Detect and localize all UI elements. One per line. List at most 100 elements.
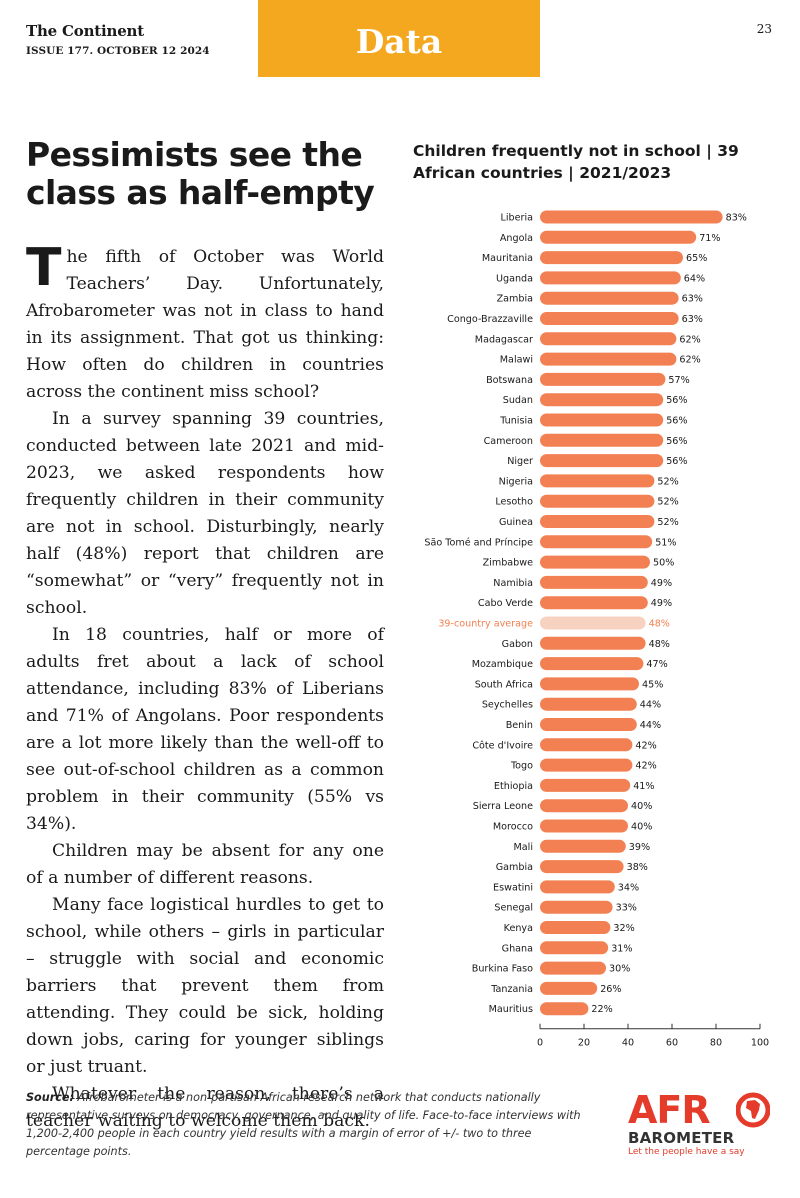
bar (540, 372, 666, 386)
average-bar (540, 616, 646, 630)
source-text: Afrobarometer is a non-partisan African … (26, 1091, 581, 1158)
category-label: Cameroon (484, 436, 533, 447)
data-label: 52% (657, 517, 678, 528)
category-label: Morocco (493, 822, 533, 833)
category-label: Uganda (496, 273, 533, 284)
data-label: 65% (686, 253, 707, 264)
bar (540, 657, 644, 671)
x-tick-label: 20 (578, 1038, 590, 1049)
masthead: The Continent ISSUE 177. OCTOBER 12 2024 (26, 22, 210, 57)
bar (540, 697, 637, 711)
chart-title: Children frequently not in school | 39 A… (413, 142, 739, 182)
bar (540, 718, 637, 731)
category-label: Benin (506, 720, 533, 731)
bar (540, 921, 611, 934)
bar (540, 393, 664, 407)
data-label: 52% (657, 497, 678, 508)
data-label: 40% (631, 801, 652, 812)
africa-map-icon (736, 1092, 770, 1128)
bar (540, 291, 679, 305)
data-label: 63% (682, 314, 703, 325)
category-label: Sudan (503, 395, 533, 406)
data-label: 26% (600, 984, 621, 995)
section-label: Data (355, 22, 443, 61)
data-label: 56% (666, 416, 687, 427)
source-label: Source: (26, 1091, 74, 1104)
bar (540, 515, 655, 528)
data-label: 63% (682, 294, 703, 305)
category-label: Namibia (493, 578, 533, 589)
data-label: 33% (616, 903, 637, 914)
category-label: 39-country average (438, 619, 533, 630)
bar (540, 535, 653, 549)
data-label: 39% (629, 842, 650, 853)
category-label: Madagascar (475, 334, 533, 345)
category-label: Togo (510, 761, 533, 772)
data-label: 56% (666, 456, 687, 467)
data-label: 56% (666, 436, 687, 447)
data-label: 32% (613, 923, 634, 934)
bar (540, 596, 648, 610)
category-label: Niger (507, 456, 533, 467)
category-label: Gabon (502, 639, 533, 650)
category-label: Burkina Faso (472, 964, 533, 975)
bar (540, 1002, 589, 1016)
page-number: 23 (756, 22, 772, 36)
logo-barometer-text: BAROMETER (628, 1129, 735, 1147)
bar (540, 210, 723, 224)
data-label: 44% (640, 720, 661, 731)
category-label: Nigeria (499, 476, 533, 487)
data-label: 51% (655, 537, 676, 548)
bar (540, 941, 609, 955)
data-label: 41% (633, 781, 654, 792)
category-label: Lesotho (495, 497, 533, 508)
category-label: Cabo Verde (478, 598, 533, 609)
category-label: Zambia (497, 294, 533, 305)
headline: Pessimists see the class as half-empty (26, 135, 375, 212)
category-label: South Africa (475, 679, 533, 690)
category-label: Mali (514, 842, 534, 853)
afrobarometer-logo: AFR BAROMETER Let the people have a say (628, 1090, 778, 1162)
section-tab: Data (258, 0, 540, 77)
bar (540, 738, 633, 752)
bar (540, 636, 646, 650)
bar (540, 677, 639, 691)
bar (540, 778, 631, 792)
bar (540, 900, 613, 914)
data-label: 56% (666, 395, 687, 406)
category-label: Malawi (500, 355, 533, 366)
category-label: Seychelles (482, 700, 533, 711)
bar (540, 758, 633, 772)
category-label: Côte d'Ivoire (472, 739, 533, 751)
bar (540, 230, 697, 244)
category-label: Botswana (486, 375, 533, 386)
article-paragraph: Whatever the reason, there’s a teacher w… (26, 1084, 384, 1131)
data-label: 62% (679, 355, 700, 366)
data-label: 31% (611, 943, 632, 954)
data-label: 47% (646, 659, 667, 670)
publication-name: The Continent (26, 22, 144, 40)
category-label: São Tomé and Príncipe (424, 536, 533, 548)
data-label: 40% (631, 822, 652, 833)
category-label: Tanzania (490, 984, 533, 995)
bar (540, 575, 648, 589)
x-tick-label: 40 (622, 1038, 634, 1049)
x-tick-label: 80 (710, 1038, 722, 1049)
issue-line: ISSUE 177. OCTOBER 12 2024 (26, 45, 210, 57)
category-label: Mozambique (472, 659, 533, 670)
source-note: Source: Afrobarometer is a non-partisan … (26, 1089, 598, 1161)
data-label: 48% (649, 639, 670, 650)
category-label: Eswatini (493, 882, 533, 893)
category-label: Sierra Leone (473, 801, 533, 812)
bar (540, 961, 606, 975)
category-label: Zimbabwe (483, 558, 533, 569)
data-label: 49% (651, 598, 672, 609)
data-label: 30% (609, 964, 630, 975)
data-label: 38% (627, 862, 648, 873)
category-label: Ghana (502, 943, 533, 954)
bar (540, 555, 650, 569)
data-label: 57% (668, 375, 689, 386)
data-label: 34% (618, 882, 639, 893)
data-label: 62% (679, 334, 700, 345)
